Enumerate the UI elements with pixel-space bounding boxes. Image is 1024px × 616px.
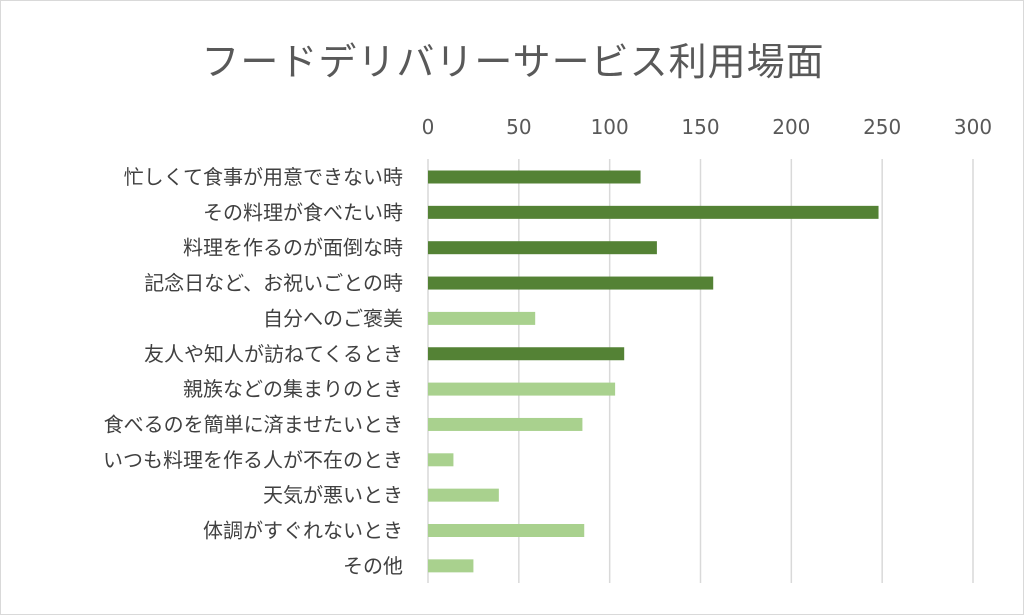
bar (428, 205, 879, 219)
category-label: 体調がすぐれないとき (203, 519, 403, 543)
category-label: 天気が悪いとき (263, 483, 403, 507)
x-tick-label: 100 (591, 115, 629, 139)
x-tick-label: 200 (772, 115, 810, 139)
category-label: 忙しくて食事が用意できない時 (124, 165, 403, 189)
bar (428, 453, 454, 467)
category-label: その他 (343, 554, 403, 578)
x-tick-label: 0 (422, 115, 435, 139)
bar (428, 241, 657, 255)
x-tick-label: 250 (863, 115, 901, 139)
category-label: 自分へのご褒美 (263, 306, 403, 330)
bar (428, 382, 616, 396)
category-label: いつも料理を作る人が不在のとき (103, 448, 403, 472)
category-label: その料理が食べたい時 (203, 200, 403, 224)
chart-title: フードデリバリーサービス利用場面 (201, 40, 825, 84)
category-label: 友人や知人が訪ねてくるとき (144, 342, 403, 366)
x-tick-label: 50 (506, 115, 531, 139)
bars (428, 170, 879, 573)
bar (428, 559, 474, 573)
category-label: 親族などの集まりのとき (183, 377, 403, 401)
category-label: 料理を作るのが面倒な時 (183, 236, 403, 260)
bar (428, 347, 625, 361)
category-labels: 忙しくて食事が用意できない時その料理が食べたい時料理を作るのが面倒な時記念日など… (103, 165, 403, 578)
bar (428, 170, 641, 184)
category-label: 食べるのを簡単に済ませたいとき (104, 412, 403, 436)
bar (428, 276, 714, 290)
x-axis-ticks: 0 50 100 150 200 250 300 (422, 115, 992, 139)
bar (428, 417, 583, 431)
gridlines (427, 159, 974, 583)
bar (428, 488, 499, 502)
category-label: 記念日など、お祝いごとの時 (144, 271, 403, 295)
bar (428, 524, 585, 537)
x-tick-label: 150 (681, 115, 719, 139)
bar (428, 311, 536, 325)
x-tick-label: 300 (954, 115, 992, 139)
